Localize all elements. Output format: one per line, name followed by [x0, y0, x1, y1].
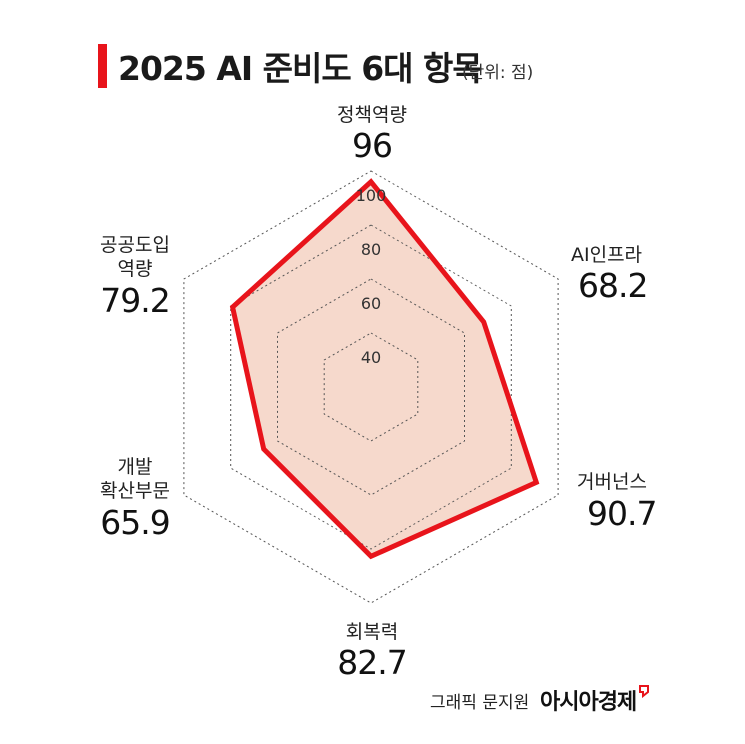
axis-label-policy: 정책역량	[307, 103, 437, 127]
axis-label-public-adoption: 공공도입 역량	[80, 233, 190, 281]
radar-outer-boundary	[183, 170, 559, 604]
axis-label-public-adoption-line2: 역량	[117, 258, 153, 280]
axis-label-governance-line1: 거버넌스	[577, 471, 647, 493]
axis-value-dev-diffusion: 65.9	[100, 503, 170, 542]
unit-label: (단위: 점)	[462, 63, 534, 83]
axis-label-dev-diffusion: 개발 확산부문	[80, 455, 190, 503]
axis-value-ai-infra: 68.2	[578, 266, 648, 305]
axis-label-ai-infra-line1: AI인프라	[571, 244, 643, 266]
axis-label-dev-diffusion-line2: 확산부문	[100, 480, 170, 502]
axis-value-governance: 90.7	[587, 494, 657, 533]
axis-label-ai-infra: AI인프라	[571, 243, 721, 267]
axis-label-policy-line1: 정책역량	[337, 104, 407, 126]
ring-label-100: 100	[356, 186, 387, 205]
axis-value-resilience: 82.7	[337, 643, 407, 682]
radar-data-outline	[229, 178, 540, 560]
title-accent-bar	[98, 44, 107, 88]
axis-label-dev-diffusion-line1: 개발	[117, 456, 153, 478]
publisher-logo-text: 아시아경제	[540, 690, 637, 715]
ring-label-60: 60	[361, 294, 381, 313]
chart-title: 2025 AI 준비도 6대 항목	[118, 49, 483, 88]
ring-label-40: 40	[361, 348, 381, 367]
radar-data-area	[232, 181, 537, 557]
publisher-logo-mark-icon	[639, 685, 649, 698]
axis-label-governance: 거버넌스	[577, 470, 727, 494]
radar-ring-40	[323, 332, 419, 442]
axis-value-public-adoption: 79.2	[100, 281, 170, 320]
axis-value-policy: 96	[352, 126, 393, 165]
ring-label-80: 80	[361, 240, 381, 259]
graphic-credit: 그래픽 문지원	[430, 693, 530, 713]
axis-label-resilience: 회복력	[307, 620, 437, 644]
axis-label-resilience-line1: 회복력	[345, 621, 399, 643]
axis-label-public-adoption-line1: 공공도입	[100, 234, 170, 256]
